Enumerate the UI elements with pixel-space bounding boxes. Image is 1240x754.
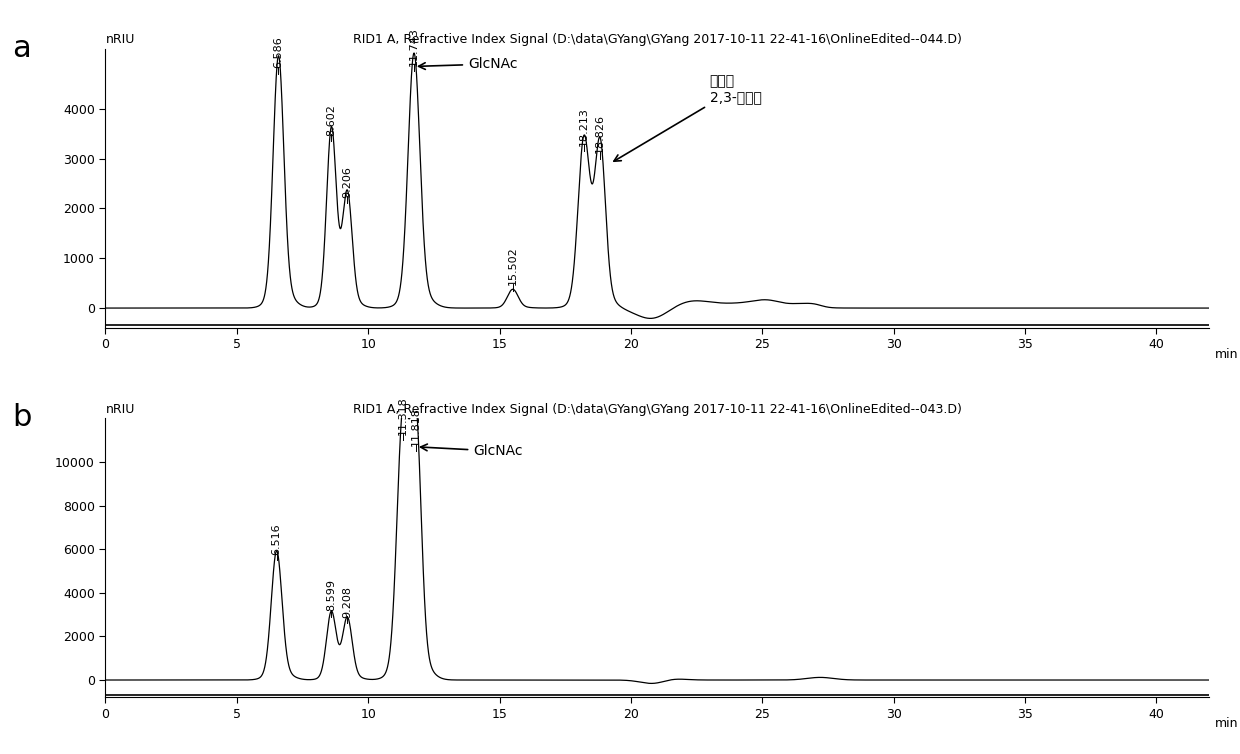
Title: RID1 A, Refractive Index Signal (D:\data\GYang\GYang 2017-10-11 22-41-16\OnlineE: RID1 A, Refractive Index Signal (D:\data… <box>352 33 962 47</box>
Title: RID1 A, Refractive Index Signal (D:\data\GYang\GYang 2017-10-11 22-41-16\OnlineE: RID1 A, Refractive Index Signal (D:\data… <box>352 403 962 416</box>
Text: 18.826: 18.826 <box>595 114 605 153</box>
Text: nRIU: nRIU <box>105 403 135 415</box>
Text: GlcNAc: GlcNAc <box>419 57 517 71</box>
Text: 6.586: 6.586 <box>274 37 284 69</box>
Text: 6.516: 6.516 <box>272 523 281 554</box>
Text: 8.602: 8.602 <box>326 104 336 136</box>
Text: 9.206: 9.206 <box>342 166 352 198</box>
Text: 15.502: 15.502 <box>507 247 518 285</box>
Text: 11.818: 11.818 <box>410 406 420 446</box>
Text: min: min <box>1214 717 1238 730</box>
Text: 18.213: 18.213 <box>579 106 589 146</box>
Text: GlcNAc: GlcNAc <box>420 444 523 458</box>
Text: a: a <box>12 34 31 63</box>
Text: 8.599: 8.599 <box>326 579 336 611</box>
Text: b: b <box>12 403 32 432</box>
Text: min: min <box>1214 348 1238 360</box>
Text: 9.208: 9.208 <box>342 586 352 618</box>
Text: 乙偶姻
2,3-丁二醇: 乙偶姻 2,3-丁二醇 <box>614 74 761 161</box>
Text: nRIU: nRIU <box>105 33 135 46</box>
Text: 11.318: 11.318 <box>398 396 408 435</box>
Text: 11.743: 11.743 <box>409 27 419 66</box>
